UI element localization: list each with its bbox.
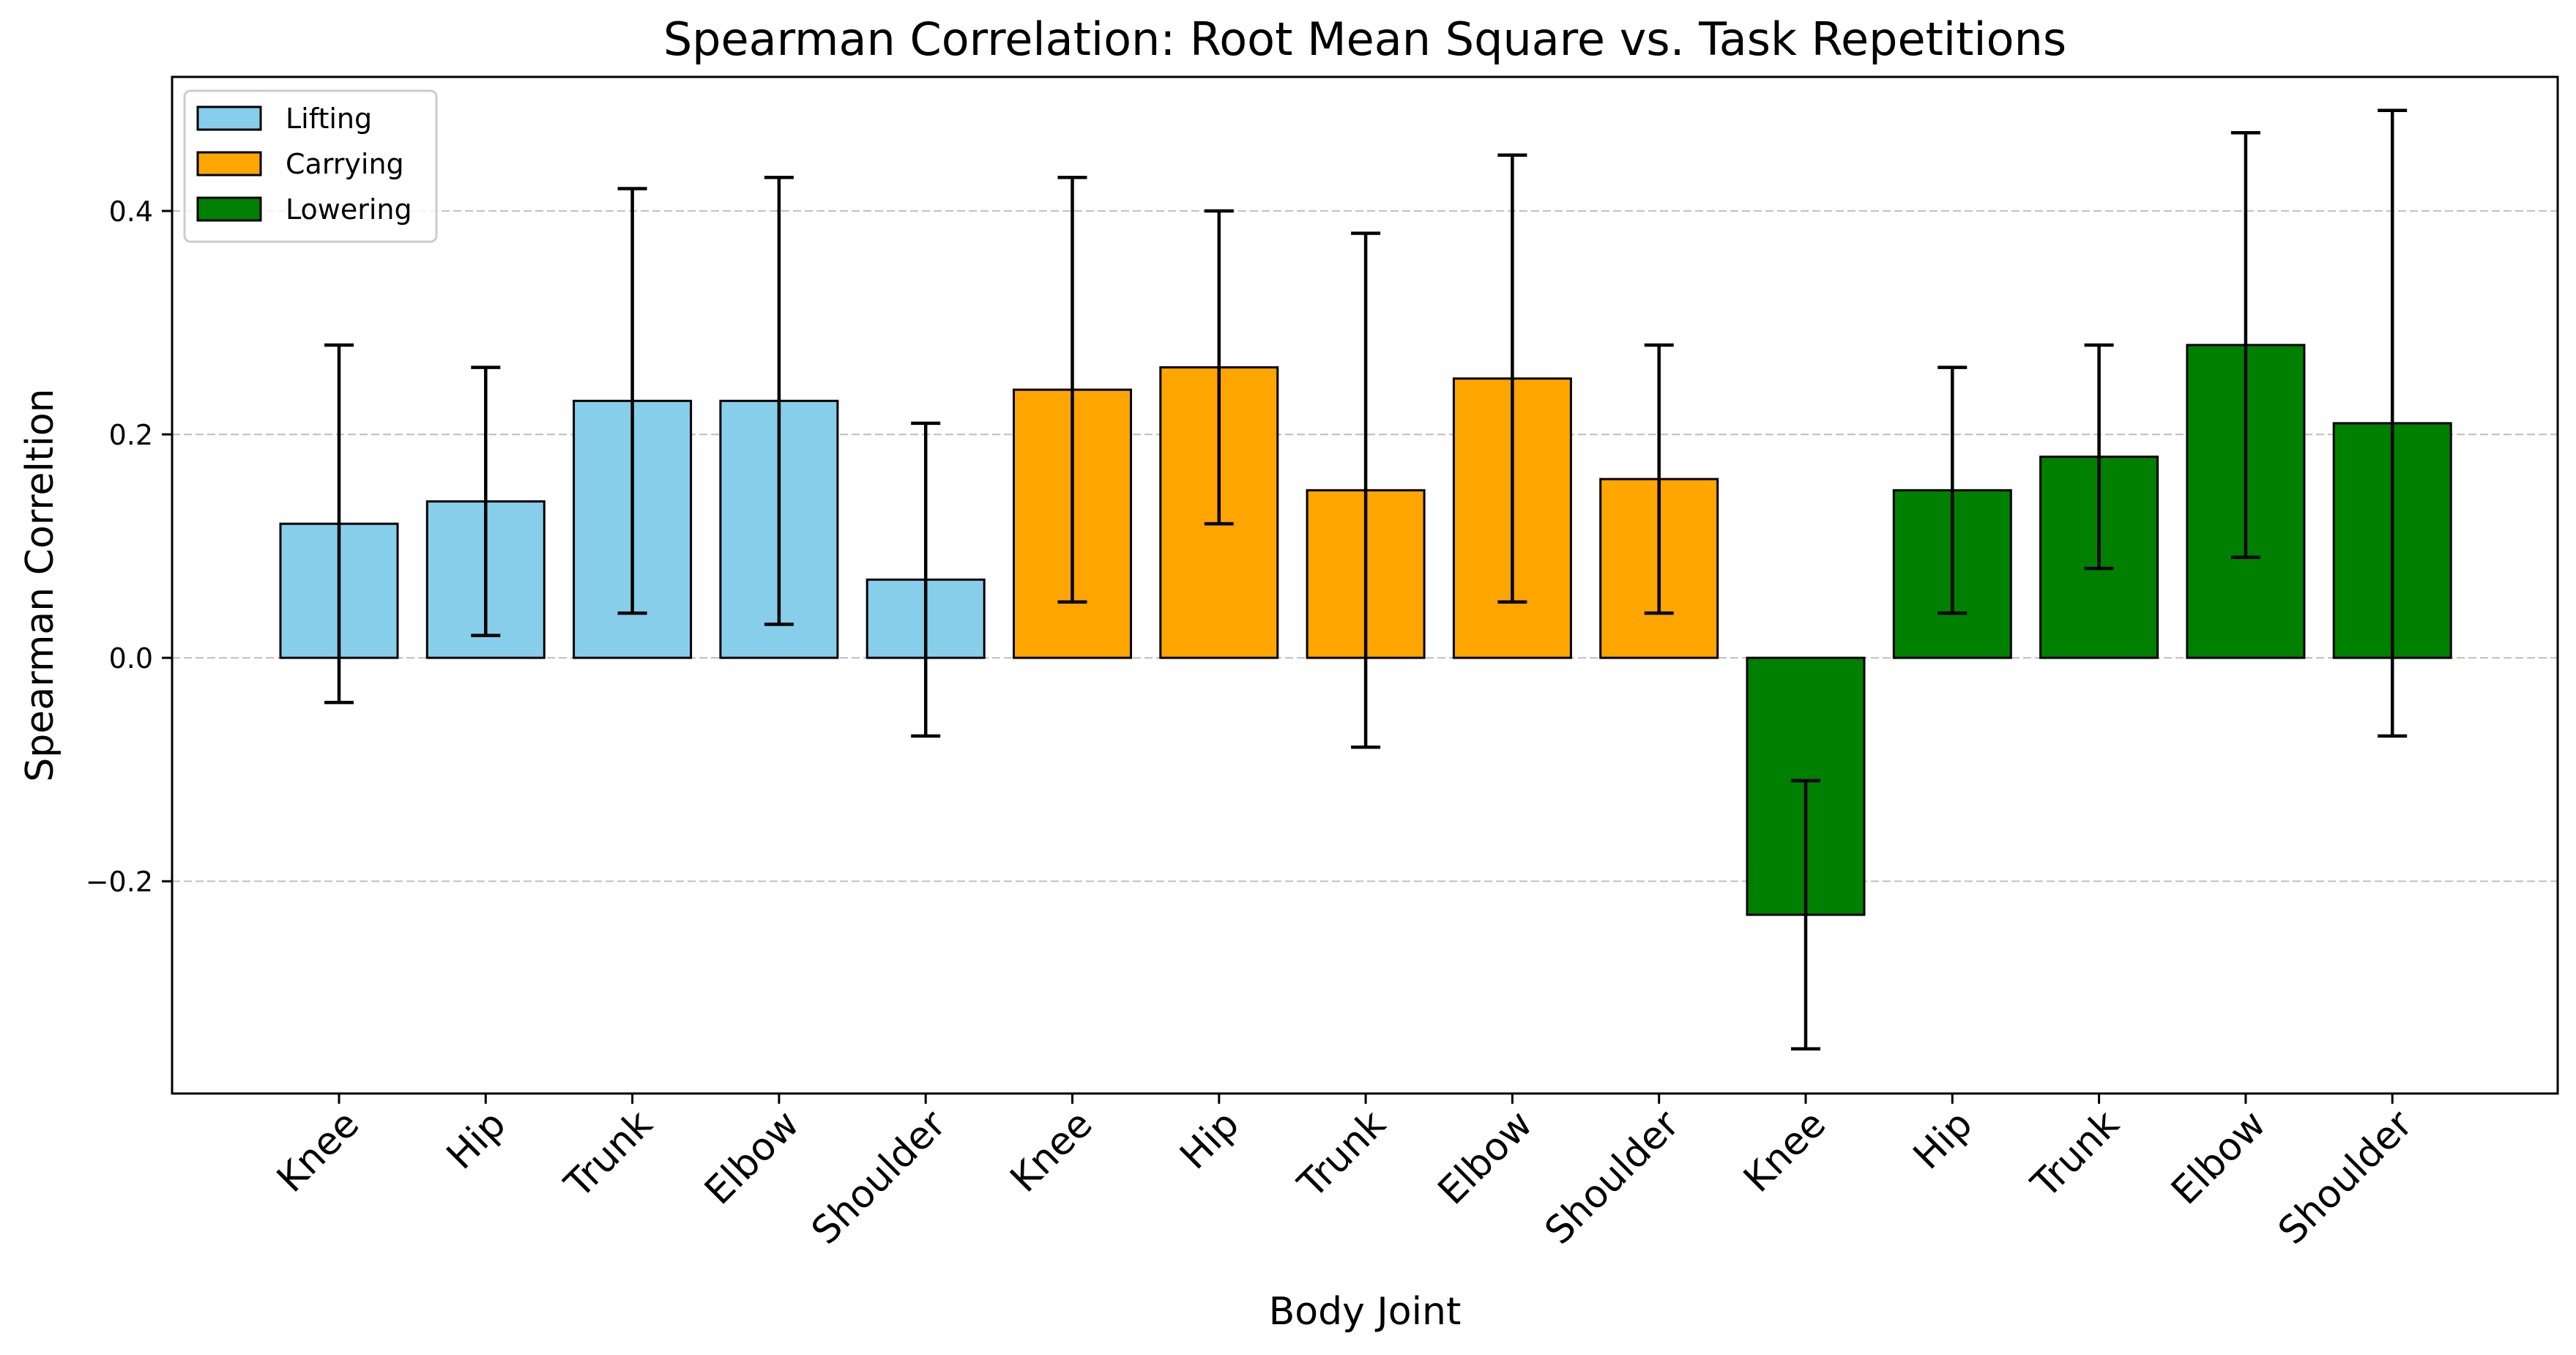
legend-label: Lowering — [286, 193, 412, 226]
error-bar — [911, 421, 941, 738]
error-bar — [2084, 343, 2114, 571]
error-bar — [1057, 176, 1087, 604]
legend-swatch — [196, 196, 262, 222]
error-bar — [1351, 231, 1381, 749]
error-bar — [2378, 108, 2408, 738]
error-bar — [1791, 779, 1820, 1051]
legend-swatch — [196, 151, 262, 177]
error-bars — [324, 108, 2408, 1051]
error-bar — [471, 365, 501, 637]
legend-label: Lifting — [286, 103, 372, 135]
error-bar — [1497, 153, 1527, 604]
error-bar — [617, 187, 647, 615]
legend-label: Carrying — [286, 148, 404, 180]
chart-title: Spearman Correlation: Root Mean Square v… — [663, 12, 2066, 66]
y-tick-label: 0.0 — [109, 642, 153, 675]
y-tick-label: 0.2 — [109, 419, 153, 451]
error-bar — [764, 176, 794, 626]
y-tick-label: 0.4 — [109, 196, 153, 228]
error-bar — [324, 343, 354, 705]
error-bar — [1937, 365, 1968, 615]
error-bar — [2230, 131, 2260, 560]
x-axis-label: Body Joint — [1269, 1290, 1462, 1334]
grid-lines — [172, 209, 2558, 883]
error-bar — [1204, 209, 1234, 526]
legend: Lifting Carrying Lowering — [183, 89, 438, 243]
error-bar — [1644, 343, 1674, 615]
y-axis: −0.2 0.0 0.2 0.4 — [86, 196, 172, 898]
y-tick-label: −0.2 — [86, 866, 153, 898]
y-axis-label: Spearman Correltion — [18, 388, 62, 782]
legend-swatch — [196, 105, 262, 131]
